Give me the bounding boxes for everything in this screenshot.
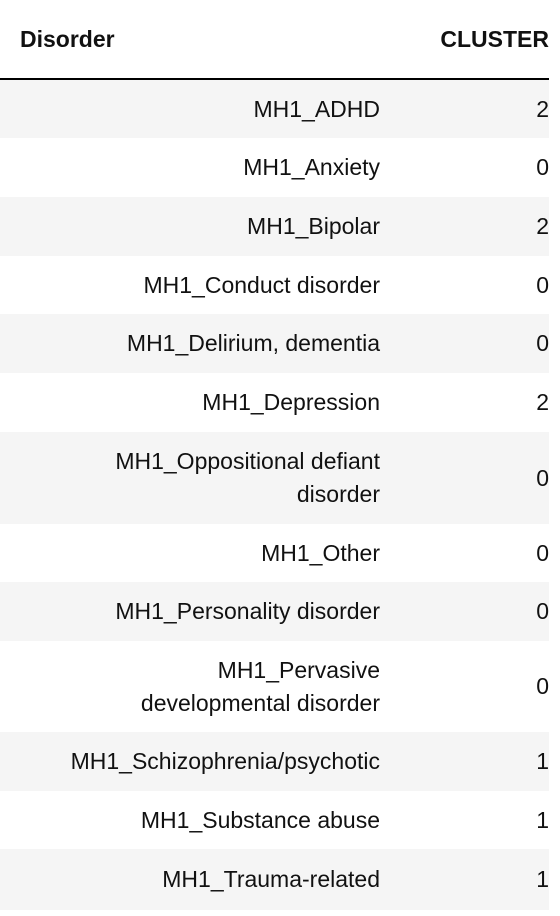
disorder-cell: MH1_ADHD — [253, 95, 380, 122]
table-row: MH1_ADHD 2 — [0, 80, 549, 138]
disorder-cell: MH1_Personality disorder — [115, 598, 380, 624]
cluster-cell: 0 — [536, 271, 549, 298]
cluster-cell: 2 — [536, 389, 549, 415]
table-row: MH1_Personality disorder 0 — [0, 582, 549, 641]
column-header-cluster[interactable]: CLUSTER — [440, 25, 549, 52]
cluster-cell: 0 — [536, 673, 549, 699]
cluster-cell: 1 — [536, 866, 549, 892]
cluster-cell: 0 — [536, 598, 549, 624]
table-row: MH1_Delirium, dementia 0 — [0, 314, 549, 373]
disorder-cell: MH1_Anxiety — [243, 154, 380, 180]
table-row: MH1_Depression 2 — [0, 373, 549, 432]
column-header-disorder[interactable]: Disorder — [20, 25, 115, 52]
table-header: Disorder CLUSTER — [0, 0, 549, 80]
data-table: Disorder CLUSTER MH1_ADHD 2 MH1_Anxiety … — [0, 0, 549, 910]
cluster-cell: 2 — [536, 213, 549, 239]
cluster-cell: 0 — [536, 154, 549, 180]
cluster-cell: 0 — [536, 464, 549, 491]
disorder-cell: MH1_Oppositional defiant disorder — [115, 448, 380, 507]
cluster-cell: 2 — [536, 95, 549, 122]
cluster-cell: 0 — [536, 539, 549, 566]
cluster-cell: 1 — [536, 806, 549, 833]
table-row: MH1_Conduct disorder 0 — [0, 256, 549, 314]
disorder-cell: MH1_Bipolar — [247, 213, 380, 239]
disorder-cell: MH1_Delirium, dementia — [126, 330, 380, 356]
disorder-cell: MH1_Pervasive developmental disorder — [140, 656, 380, 716]
disorder-cell: MH1_Substance abuse — [140, 806, 380, 833]
cluster-cell: 0 — [536, 330, 549, 356]
table-row: MH1_Schizophrenia/psychotic 1 — [0, 732, 549, 791]
table-row: MH1_Oppositional defiant disorder 0 — [0, 432, 549, 524]
disorder-cell: MH1_Trauma-related — [162, 866, 380, 892]
table-row: MH1_Substance abuse 1 — [0, 791, 549, 849]
table-row: MH1_Other 0 — [0, 524, 549, 582]
table-row: MH1_Bipolar 2 — [0, 197, 549, 256]
cluster-cell: 1 — [536, 748, 549, 774]
table-row: MH1_Trauma-related 1 — [0, 849, 549, 910]
table-row: MH1_Pervasive developmental disorder 0 — [0, 641, 549, 732]
disorder-cell: MH1_Depression — [202, 389, 380, 415]
table-row: MH1_Anxiety 0 — [0, 138, 549, 197]
disorder-cell: MH1_Conduct disorder — [143, 271, 380, 298]
disorder-cell: MH1_Schizophrenia/psychotic — [70, 748, 380, 774]
disorder-cell: MH1_Other — [261, 539, 380, 566]
